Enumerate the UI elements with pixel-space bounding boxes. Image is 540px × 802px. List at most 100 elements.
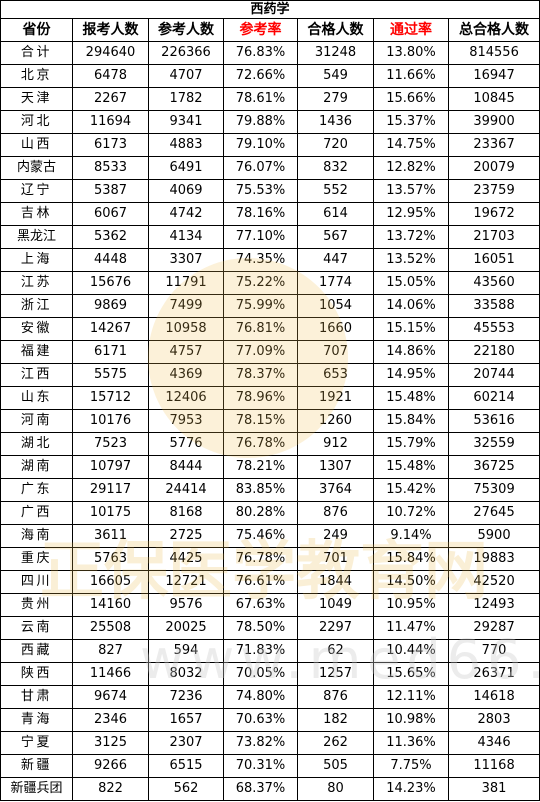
value-cell: 10.95%	[373, 593, 449, 617]
province-cell: 辽宁	[0, 179, 73, 203]
value-cell: 15.84%	[373, 409, 449, 433]
value-cell: 12721	[148, 570, 224, 594]
table-row: 北京 6478 4707 72.66% 549 11.66% 16947	[0, 64, 540, 88]
value-cell: 11694	[72, 110, 149, 134]
table-row: 四川 16605 12721 76.61% 1844 14.50% 42520	[0, 570, 540, 594]
value-cell: 20744	[447, 363, 540, 387]
province-cell: 西藏	[0, 639, 73, 663]
value-cell: 78.61%	[223, 87, 298, 111]
value-cell: 11466	[72, 662, 149, 686]
value-cell: 262	[297, 731, 374, 755]
province-cell: 上海	[0, 248, 73, 272]
value-cell: 4369	[148, 363, 224, 387]
value-cell: 2725	[148, 524, 224, 548]
table-row: 新疆兵团 822 562 68.37% 80 14.23% 381	[0, 777, 540, 801]
value-cell: 4346	[447, 731, 540, 755]
value-cell: 45553	[447, 317, 540, 341]
value-cell: 76.81%	[223, 317, 298, 341]
value-cell: 60214	[447, 386, 540, 410]
value-cell: 8533	[72, 156, 149, 180]
value-cell: 447	[297, 248, 374, 272]
value-cell: 78.50%	[223, 616, 298, 640]
table-row: 新疆 9266 6515 70.31% 505 7.75% 11168	[0, 754, 540, 778]
value-cell: 74.35%	[223, 248, 298, 272]
value-cell: 75.46%	[223, 524, 298, 548]
value-cell: 12.11%	[373, 685, 449, 709]
value-cell: 7953	[148, 409, 224, 433]
value-cell: 70.05%	[223, 662, 298, 686]
value-cell: 53616	[447, 409, 540, 433]
value-cell: 79.10%	[223, 133, 298, 157]
value-cell: 14267	[72, 317, 149, 341]
value-cell: 1921	[297, 386, 374, 410]
value-cell: 9.14%	[373, 524, 449, 548]
table-row: 山东 15712 12406 78.96% 1921 15.48% 60214	[0, 386, 540, 410]
value-cell: 15.48%	[373, 455, 449, 479]
province-cell: 北京	[0, 64, 73, 88]
table-row: 广东 29117 24414 83.85% 3764 15.42% 75309	[0, 478, 540, 502]
province-cell: 广西	[0, 501, 73, 525]
value-cell: 11.66%	[373, 64, 449, 88]
table-row: 贵州 14160 9576 67.63% 1049 10.95% 12493	[0, 593, 540, 617]
table-row: 宁夏 3125 2307 73.82% 262 11.36% 4346	[0, 731, 540, 755]
province-cell: 山西	[0, 133, 73, 157]
value-cell: 770	[447, 639, 540, 663]
value-cell: 70.31%	[223, 754, 298, 778]
table-row: 吉林 6067 4742 78.16% 614 12.95% 19672	[0, 202, 540, 226]
value-cell: 827	[72, 639, 149, 663]
value-cell: 4134	[148, 225, 224, 249]
value-cell: 567	[297, 225, 374, 249]
value-cell: 6491	[148, 156, 224, 180]
value-cell: 75.99%	[223, 294, 298, 318]
value-cell: 6067	[72, 202, 149, 226]
value-cell: 11168	[447, 754, 540, 778]
title-row: 西药学	[0, 0, 540, 19]
value-cell: 10845	[447, 87, 540, 111]
value-cell: 7236	[148, 685, 224, 709]
value-cell: 29287	[447, 616, 540, 640]
value-cell: 20025	[148, 616, 224, 640]
table-row: 山西 6173 4883 79.10% 720 14.75% 23367	[0, 133, 540, 157]
value-cell: 15.65%	[373, 662, 449, 686]
province-cell: 重庆	[0, 547, 73, 571]
value-cell: 16605	[72, 570, 149, 594]
province-cell: 天津	[0, 87, 73, 111]
value-cell: 5776	[148, 432, 224, 456]
value-cell: 1260	[297, 409, 374, 433]
province-cell: 甘肃	[0, 685, 73, 709]
value-cell: 72.66%	[223, 64, 298, 88]
value-cell: 2267	[72, 87, 149, 111]
table-row: 海南 3611 2725 75.46% 249 9.14% 5900	[0, 524, 540, 548]
value-cell: 10.44%	[373, 639, 449, 663]
value-cell: 77.09%	[223, 340, 298, 364]
value-cell: 1782	[148, 87, 224, 111]
value-cell: 36725	[447, 455, 540, 479]
value-cell: 32559	[447, 432, 540, 456]
table-body: 合计 294640 226366 76.83% 31248 13.80% 814556 北京 6…	[0, 41, 540, 801]
value-cell: 9674	[72, 685, 149, 709]
table-row: 江苏 15676 11791 75.22% 1774 15.05% 43560	[0, 271, 540, 295]
value-cell: 1054	[297, 294, 374, 318]
value-cell: 71.83%	[223, 639, 298, 663]
value-cell: 76.83%	[223, 41, 298, 65]
value-cell: 19672	[447, 202, 540, 226]
value-cell: 1774	[297, 271, 374, 295]
value-cell: 7.75%	[373, 754, 449, 778]
value-cell: 6478	[72, 64, 149, 88]
province-cell: 山东	[0, 386, 73, 410]
table-row: 青海 2346 1657 70.63% 182 10.98% 2803	[0, 708, 540, 732]
value-cell: 83.85%	[223, 478, 298, 502]
value-cell: 3125	[72, 731, 149, 755]
table-row: 黑龙江 5362 4134 77.10% 567 13.72% 21703	[0, 225, 540, 249]
value-cell: 13.57%	[373, 179, 449, 203]
table-row: 湖北 7523 5776 76.78% 912 15.79% 32559	[0, 432, 540, 456]
value-cell: 75.53%	[223, 179, 298, 203]
table-row: 云南 25508 20025 78.50% 2297 11.47% 29287	[0, 616, 540, 640]
value-cell: 7523	[72, 432, 149, 456]
value-cell: 5362	[72, 225, 149, 249]
table-row: 福建 6171 4757 77.09% 707 14.86% 22180	[0, 340, 540, 364]
value-cell: 76.78%	[223, 432, 298, 456]
value-cell: 6515	[148, 754, 224, 778]
value-cell: 80.28%	[223, 501, 298, 525]
